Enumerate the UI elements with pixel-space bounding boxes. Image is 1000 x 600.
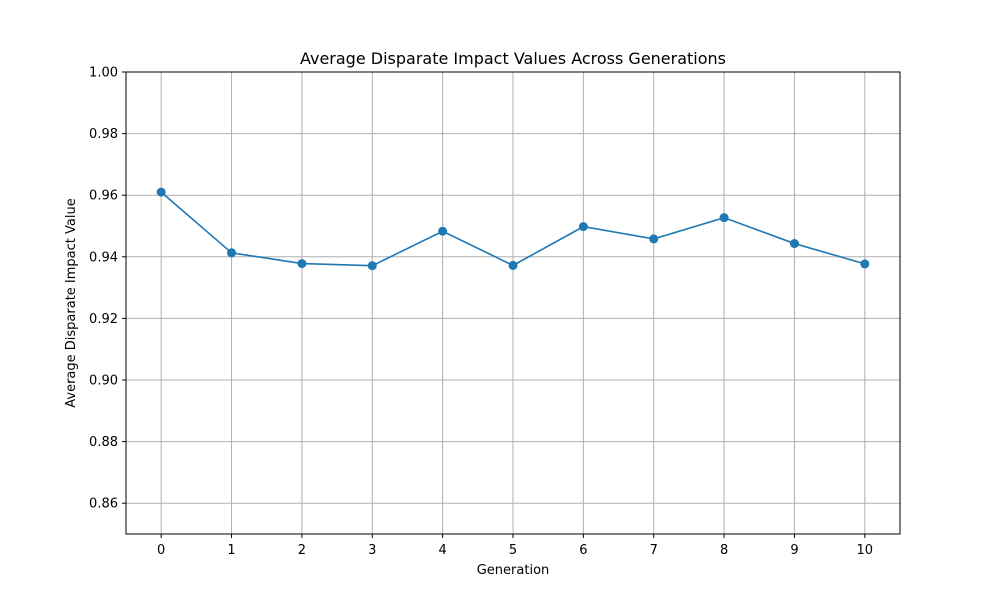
grid (126, 71, 900, 534)
axis-ticks: 0 1 2 3 4 5 6 7 8 9 10 0.86 0.88 0.90 0.92 0.94 0.96 0.98… (89, 66, 873, 559)
x-tick-label: 2 (298, 543, 306, 558)
data-point (156, 187, 166, 197)
x-tick-label: 8 (720, 543, 728, 558)
data-point (578, 222, 588, 232)
x-tick-label: 6 (579, 543, 587, 558)
x-tick-label: 10 (857, 543, 874, 558)
x-tick-label: 4 (438, 543, 446, 558)
data-point (438, 226, 448, 236)
data-point (860, 259, 870, 269)
x-tick-label: 9 (790, 543, 798, 558)
chart-title: Average Disparate Impact Values Across G… (300, 49, 726, 68)
y-tick-label: 0.86 (89, 497, 118, 512)
data-point (227, 248, 237, 258)
x-tick-label: 3 (368, 543, 376, 558)
y-tick-label: 0.88 (89, 435, 118, 450)
y-tick-label: 0.96 (89, 189, 118, 204)
y-axis-label: Average Disparate Impact Value (64, 198, 79, 407)
y-tick-label: 0.94 (89, 250, 118, 265)
series (156, 187, 870, 271)
data-point (789, 239, 799, 249)
data-point (649, 234, 659, 244)
y-tick-label: 1.00 (89, 66, 118, 81)
x-tick-label: 7 (650, 543, 658, 558)
x-axis-label: Generation (477, 563, 550, 578)
x-tick-label: 1 (227, 543, 235, 558)
y-tick-label: 0.92 (89, 312, 118, 327)
y-tick-label: 0.90 (89, 374, 118, 389)
x-tick-label: 0 (157, 543, 165, 558)
data-point (367, 261, 377, 271)
x-tick-label: 5 (509, 543, 517, 558)
data-point (297, 259, 307, 269)
data-point (719, 213, 729, 223)
data-point (508, 260, 518, 270)
y-tick-label: 0.98 (89, 127, 118, 142)
